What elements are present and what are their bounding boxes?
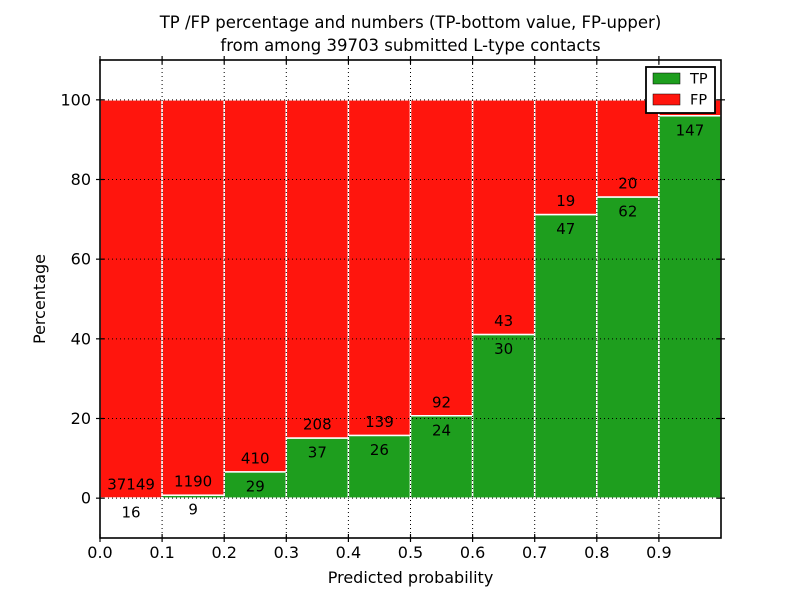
bar-fp-count-label-2: 410 <box>241 449 270 467</box>
y-axis-title: Percentage <box>30 254 49 344</box>
bar-tp-9 <box>658 115 722 499</box>
bar-tp-count-label-7: 47 <box>556 220 575 238</box>
x-tick-label: 0.4 <box>336 543 361 562</box>
x-tick-label: 0.6 <box>460 543 485 562</box>
x-tick-label: 0.9 <box>646 543 671 562</box>
bar-tp-8 <box>596 196 660 499</box>
bar-fp-2 <box>223 99 288 473</box>
legend-label-tp: TP <box>689 72 708 88</box>
bar-tp-7 <box>533 213 598 499</box>
bar-fp-0 <box>99 99 163 499</box>
y-tick-label: 20 <box>71 409 91 428</box>
y-tick-label: 80 <box>71 170 91 189</box>
x-tick-label: 0.3 <box>274 543 299 562</box>
bar-fp-count-label-6: 43 <box>494 312 513 330</box>
y-tick-label: 40 <box>71 329 91 348</box>
bar-fp-8 <box>596 99 660 198</box>
x-tick-label: 0.1 <box>149 543 174 562</box>
bar-tp-count-label-2: 29 <box>246 477 265 495</box>
bar-tp-count-label-3: 37 <box>308 444 327 462</box>
bar-fp-7 <box>533 99 598 216</box>
bar-fp-count-label-3: 208 <box>303 416 332 434</box>
bar-tp-count-label-0: 16 <box>122 504 141 522</box>
bar-tp-count-label-9: 147 <box>676 121 705 139</box>
bar-fp-count-label-8: 20 <box>618 174 637 192</box>
y-tick-label: 60 <box>71 250 91 269</box>
y-tick-label: 0 <box>81 489 91 508</box>
x-tick-label: 0.7 <box>522 543 547 562</box>
bar-fp-6 <box>471 99 536 336</box>
chart-title-line2: from among 39703 submitted L-type contac… <box>220 36 600 55</box>
bar-fp-count-label-7: 19 <box>556 192 575 210</box>
bar-tp-count-label-6: 30 <box>494 340 513 358</box>
chart-title-line1: TP /FP percentage and numbers (TP-bottom… <box>159 13 662 32</box>
bar-tp-4 <box>347 434 412 499</box>
bar-fp-5 <box>409 99 474 417</box>
bar-tp-count-label-8: 62 <box>618 202 637 220</box>
legend-swatch-tp <box>652 72 681 85</box>
x-tick-label: 0.2 <box>211 543 236 562</box>
bar-fp-count-label-0: 37149 <box>107 476 155 494</box>
legend-swatch-fp <box>652 93 681 106</box>
bar-fp-count-label-1: 1190 <box>174 473 212 491</box>
bar-tp-6 <box>471 333 536 499</box>
x-tick-label: 0.0 <box>87 543 112 562</box>
bar-fp-1 <box>161 99 225 496</box>
x-tick-label: 0.8 <box>584 543 609 562</box>
bar-tp-count-label-1: 9 <box>188 501 198 519</box>
bar-fp-count-label-5: 92 <box>432 393 451 411</box>
x-axis-title: Predicted probability <box>328 568 494 587</box>
bar-fp-4 <box>347 99 412 437</box>
bar-fp-count-label-4: 139 <box>365 413 394 431</box>
bar-fp-3 <box>285 99 350 439</box>
axes-frame <box>99 59 722 539</box>
legend-label-fp: FP <box>690 93 707 109</box>
x-tick-label: 0.5 <box>398 543 423 562</box>
y-tick-label: 100 <box>60 90 91 109</box>
bar-tp-count-label-4: 26 <box>370 441 389 459</box>
bar-tp-count-label-5: 24 <box>432 421 451 439</box>
